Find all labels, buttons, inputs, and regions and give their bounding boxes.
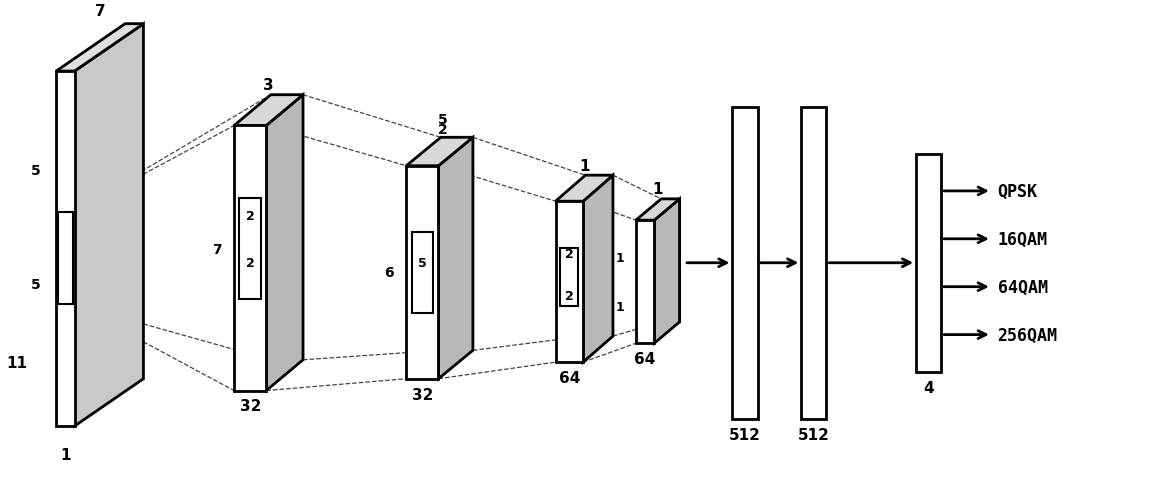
Polygon shape [636, 200, 679, 221]
Text: 5: 5 [30, 278, 41, 291]
Text: 16QAM: 16QAM [997, 230, 1047, 248]
Text: 7: 7 [212, 242, 222, 256]
Polygon shape [439, 138, 473, 379]
Text: 512: 512 [729, 427, 760, 442]
Polygon shape [655, 200, 679, 344]
Text: 2: 2 [565, 247, 574, 260]
Polygon shape [74, 25, 144, 426]
Polygon shape [661, 200, 679, 322]
Text: 256QAM: 256QAM [997, 326, 1058, 344]
Text: 6: 6 [384, 265, 394, 280]
Text: 1: 1 [615, 251, 625, 264]
Polygon shape [235, 126, 266, 391]
Bar [733, 107, 758, 419]
Bar [412, 232, 433, 313]
Text: 1: 1 [579, 158, 590, 173]
Text: 2: 2 [246, 209, 254, 223]
Polygon shape [125, 25, 144, 379]
Polygon shape [56, 25, 144, 72]
Polygon shape [56, 72, 74, 426]
Text: 4: 4 [923, 380, 933, 395]
Text: 1: 1 [652, 182, 663, 197]
Text: 7: 7 [94, 4, 106, 19]
Text: 5: 5 [418, 257, 427, 270]
Bar [58, 212, 73, 305]
Bar [916, 155, 942, 372]
Text: 5: 5 [30, 164, 41, 178]
Text: 2: 2 [246, 257, 254, 270]
Polygon shape [235, 96, 303, 126]
Polygon shape [406, 138, 473, 166]
Text: 1: 1 [615, 300, 625, 313]
Polygon shape [636, 221, 655, 344]
Polygon shape [441, 138, 473, 350]
Text: 2: 2 [565, 290, 574, 303]
Bar [801, 107, 827, 419]
Text: 2: 2 [438, 122, 448, 136]
Polygon shape [583, 176, 613, 363]
Polygon shape [271, 96, 303, 360]
Bar [239, 199, 261, 299]
Polygon shape [556, 176, 613, 202]
Polygon shape [585, 176, 613, 336]
Text: 3: 3 [264, 78, 274, 93]
Text: 32: 32 [412, 387, 433, 402]
Text: 1: 1 [60, 447, 71, 463]
Bar [561, 248, 578, 306]
Text: QPSK: QPSK [997, 183, 1038, 201]
Polygon shape [406, 166, 439, 379]
Text: 32: 32 [239, 399, 261, 414]
Text: 64: 64 [634, 351, 656, 366]
Polygon shape [556, 202, 583, 363]
Polygon shape [266, 96, 303, 391]
Text: 11: 11 [7, 355, 28, 370]
Text: 64: 64 [558, 370, 580, 385]
Text: 64QAM: 64QAM [997, 278, 1047, 296]
Text: 5: 5 [438, 113, 448, 127]
Text: 512: 512 [798, 427, 830, 442]
